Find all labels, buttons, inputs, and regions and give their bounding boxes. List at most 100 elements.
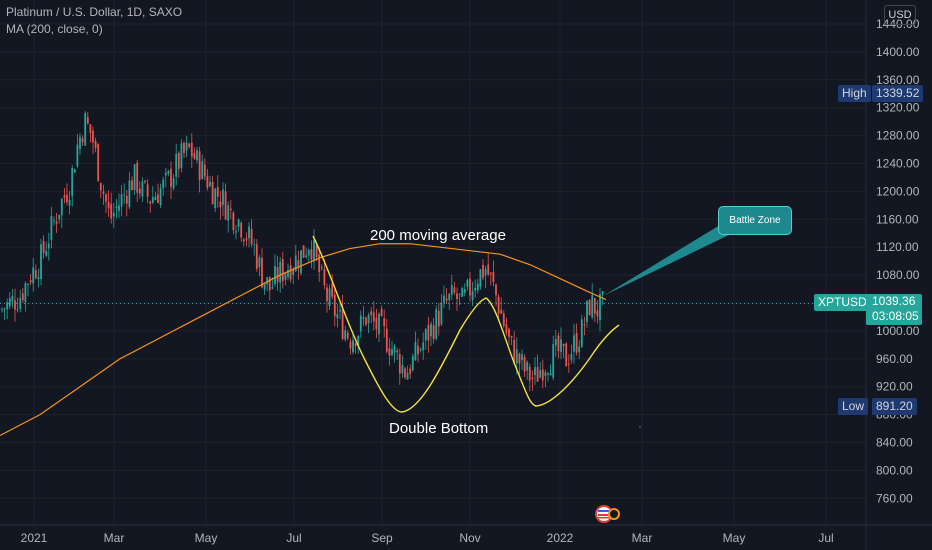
candle-body bbox=[536, 367, 539, 382]
candle-body bbox=[508, 328, 510, 337]
candle-body bbox=[89, 124, 92, 134]
candle-body bbox=[526, 362, 529, 371]
candle-body bbox=[76, 144, 79, 167]
candle-body bbox=[414, 341, 417, 361]
candle-body bbox=[196, 149, 198, 161]
candle-body bbox=[164, 172, 167, 176]
candle-body bbox=[328, 288, 331, 307]
candle-body bbox=[60, 198, 63, 216]
candle-body bbox=[81, 138, 84, 143]
candle-body bbox=[157, 194, 159, 203]
candle-body bbox=[541, 369, 544, 381]
candle-body bbox=[320, 267, 323, 269]
candle-body bbox=[289, 265, 292, 280]
candle-body bbox=[479, 269, 482, 288]
candle-body bbox=[578, 346, 581, 353]
candle-body bbox=[313, 240, 315, 262]
candle-body bbox=[271, 287, 274, 289]
candle-body bbox=[383, 318, 386, 326]
candle-body bbox=[102, 191, 105, 194]
candle-body bbox=[482, 264, 484, 278]
candle-body bbox=[118, 205, 120, 211]
candle-body bbox=[341, 307, 344, 339]
candle-body bbox=[268, 276, 271, 291]
last-price: 1039.36 bbox=[872, 294, 916, 308]
y-tick-label: 800.00 bbox=[876, 463, 913, 477]
candle-body bbox=[170, 168, 172, 187]
candle-body bbox=[281, 259, 284, 282]
candle-body bbox=[32, 267, 35, 284]
candle-body bbox=[357, 335, 360, 347]
battle-zone-callout[interactable]: Battle Zone bbox=[718, 206, 792, 235]
symbol-line[interactable]: Platinum / U.S. Dollar, 1D, SAXO bbox=[6, 5, 183, 19]
candle-body bbox=[253, 244, 256, 246]
candle-body bbox=[294, 255, 297, 271]
y-tick-label: 1280.00 bbox=[876, 129, 920, 143]
candle-body bbox=[105, 194, 107, 202]
candle-body bbox=[406, 373, 409, 380]
candle-body bbox=[227, 205, 230, 221]
candle-body bbox=[393, 345, 396, 353]
candle-body bbox=[216, 187, 219, 197]
candle-body bbox=[510, 335, 513, 338]
candle-body bbox=[461, 288, 464, 297]
candle-body bbox=[422, 342, 425, 351]
candle-body bbox=[71, 167, 74, 197]
candle-body bbox=[586, 300, 588, 323]
candle-body bbox=[523, 356, 526, 372]
candle-body bbox=[203, 164, 206, 177]
candle-body bbox=[131, 180, 133, 191]
currency-button[interactable]: USD bbox=[884, 5, 916, 25]
candle-body bbox=[151, 197, 154, 203]
candle-body bbox=[500, 309, 503, 314]
candle-body bbox=[284, 273, 287, 280]
candle-body bbox=[224, 191, 227, 220]
candle-body bbox=[190, 142, 193, 157]
y-tick-label: 1120.00 bbox=[876, 240, 919, 254]
candle-body bbox=[180, 143, 183, 168]
candle-body bbox=[63, 195, 66, 198]
candle-body bbox=[24, 283, 27, 302]
candle-body bbox=[172, 178, 175, 189]
candle-body bbox=[380, 308, 383, 316]
candle-body bbox=[469, 278, 471, 296]
callout-pointer bbox=[603, 222, 735, 296]
y-tick-label: 1240.00 bbox=[876, 157, 920, 171]
candle-body bbox=[601, 291, 604, 295]
indicator-line[interactable]: MA (200, close, 0) bbox=[6, 22, 103, 36]
candle-body bbox=[573, 335, 575, 352]
candle-body bbox=[575, 332, 578, 353]
candle-body bbox=[110, 203, 113, 219]
candle-body bbox=[544, 372, 547, 376]
candle-body bbox=[367, 315, 370, 324]
low-label: Low bbox=[838, 398, 869, 415]
y-tick-label: 1360.00 bbox=[876, 73, 920, 87]
candle-body bbox=[528, 366, 531, 381]
double-bottom-drawing bbox=[312, 235, 620, 413]
candle-body bbox=[588, 300, 591, 315]
candle-body bbox=[149, 201, 152, 204]
candle-body bbox=[128, 180, 131, 208]
candle-body bbox=[229, 208, 232, 211]
candle-body bbox=[411, 356, 414, 371]
candle-body bbox=[16, 309, 19, 311]
candle-body bbox=[235, 231, 237, 233]
pattern-annotation: Double Bottom bbox=[389, 420, 489, 437]
candle-body bbox=[417, 345, 419, 355]
candle-body bbox=[211, 181, 214, 205]
chart-legend: Platinum / U.S. Dollar, 1D, SAXO MA (200… bbox=[6, 4, 182, 38]
candle-body bbox=[266, 277, 269, 285]
candle-body bbox=[240, 222, 243, 238]
candle-body bbox=[502, 313, 505, 326]
candle-body bbox=[237, 219, 240, 227]
candle-body bbox=[362, 317, 365, 320]
candle-body bbox=[331, 283, 334, 297]
candle-body bbox=[55, 221, 58, 224]
candle-body bbox=[388, 348, 391, 356]
x-tick-label: Jul bbox=[818, 531, 833, 545]
candle-body bbox=[185, 142, 188, 151]
us-flag-icon[interactable] bbox=[594, 504, 624, 524]
x-tick-label: May bbox=[723, 531, 746, 545]
candle-body bbox=[456, 293, 458, 299]
